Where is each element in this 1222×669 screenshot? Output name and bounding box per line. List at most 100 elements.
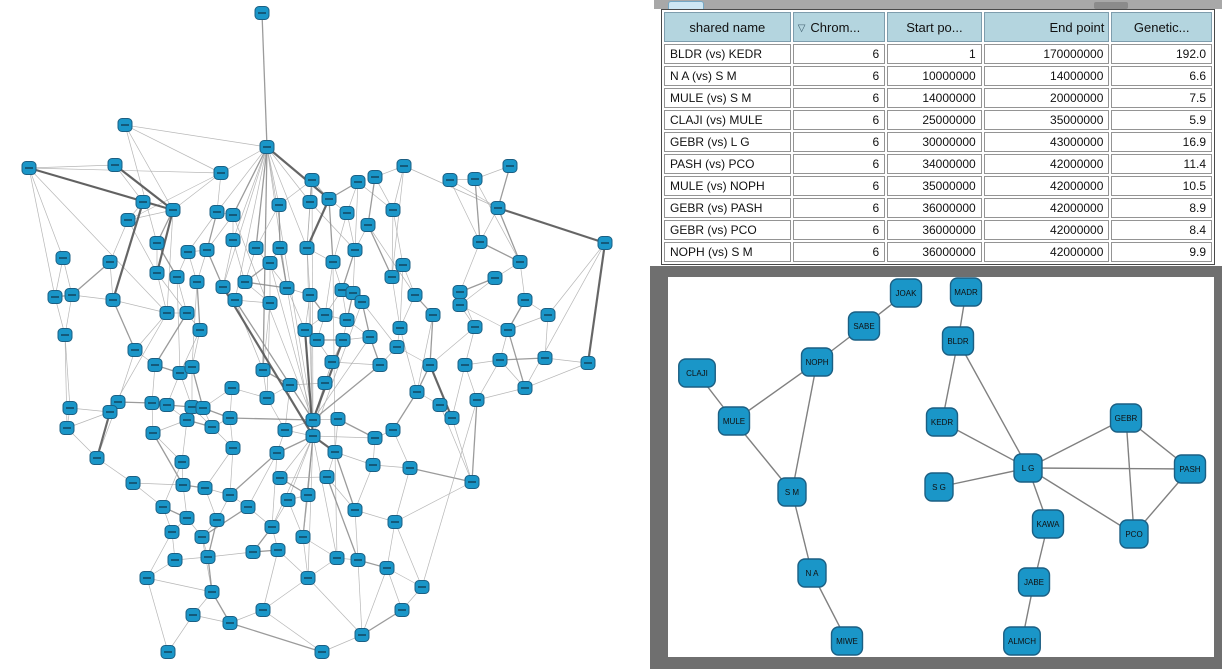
network-node-jabe[interactable]: JABE [1017,567,1051,597]
table-cell[interactable]: 42000000 [983,176,1110,196]
network-node-almch[interactable]: ALMCH [1003,626,1041,656]
table-cell[interactable]: 11.4 [1111,154,1212,174]
table-cell[interactable]: GEBR (vs) PASH [664,198,791,218]
network-node-joak[interactable]: JOAK [889,278,923,308]
table-cell[interactable]: CLAJI (vs) MULE [664,110,791,130]
table-cell[interactable]: 34000000 [887,154,982,174]
table-cell[interactable]: 6 [792,198,886,218]
node-shape[interactable] [777,477,807,507]
table-cell[interactable]: 6 [792,220,886,240]
node-shape[interactable] [925,407,959,437]
table-cell[interactable]: 7.5 [1111,88,1212,108]
overview-network-canvas[interactable] [0,0,652,669]
table-cell[interactable]: 42000000 [983,154,1110,174]
table-cell[interactable]: 42000000 [983,220,1110,240]
table-cell[interactable]: 42000000 [983,242,1110,262]
table-cell[interactable]: 170000000 [983,44,1110,64]
filter-icon[interactable]: ▽ [797,22,806,34]
network-node-madr[interactable]: MADR [949,277,983,307]
node-shape[interactable] [830,626,864,656]
table-cell[interactable]: 6 [792,88,886,108]
table-cell[interactable]: 30000000 [887,132,982,152]
table-row[interactable]: NOPH (vs) S M 6 36000000 42000000 9.9 [664,242,1212,262]
table-row[interactable]: GEBR (vs) L G 6 30000000 43000000 16.9 [664,132,1212,152]
table-cell[interactable]: 36000000 [887,198,982,218]
node-shape[interactable] [1119,519,1149,549]
network-node-pash[interactable]: PASH [1173,454,1207,484]
table-cell[interactable]: 35000000 [887,176,982,196]
node-shape[interactable] [717,406,751,436]
scrollbar-thumb[interactable] [1094,2,1128,9]
table-cell[interactable]: 6 [792,44,886,64]
network-node-noph[interactable]: NOPH [800,347,834,377]
node-shape[interactable] [847,311,881,341]
node-shape[interactable] [1109,403,1143,433]
node-shape[interactable] [1017,567,1051,597]
table-cell[interactable]: 43000000 [983,132,1110,152]
table-cell[interactable]: 42000000 [983,198,1110,218]
column-header-end-point[interactable]: End point [983,12,1110,42]
table-cell[interactable]: 5.9 [1111,110,1212,130]
column-header-chromosome[interactable]: ▽ Chrom... [792,12,886,42]
node-shape[interactable] [1173,454,1207,484]
table-cell[interactable]: 9.9 [1111,242,1212,262]
network-node-pco[interactable]: PCO [1119,519,1149,549]
column-header-shared-name[interactable]: shared name [664,12,791,42]
subnetwork-canvas[interactable]: JOAK MADR SABE BLDR NOPH CLAJI MULE KEDR GEBR L G… [668,277,1214,657]
table-cell[interactable]: 36000000 [887,220,982,240]
node-shape[interactable] [678,358,716,388]
column-header-start-point[interactable]: Start po... [887,12,982,42]
table-cell[interactable]: 14000000 [983,66,1110,86]
table-row[interactable]: GEBR (vs) PCO 6 36000000 42000000 8.4 [664,220,1212,240]
table-row[interactable]: MULE (vs) S M 6 14000000 20000000 7.5 [664,88,1212,108]
node-shape[interactable] [1013,453,1043,483]
table-cell[interactable]: 35000000 [983,110,1110,130]
node-shape[interactable] [1003,626,1041,656]
network-node-sabe[interactable]: SABE [847,311,881,341]
table-cell[interactable]: 6 [792,132,886,152]
table-cell[interactable]: GEBR (vs) PCO [664,220,791,240]
table-cell[interactable]: 25000000 [887,110,982,130]
table-cell[interactable]: 36000000 [887,242,982,262]
network-node-mule[interactable]: MULE [717,406,751,436]
table-cell[interactable]: PASH (vs) PCO [664,154,791,174]
network-node-miwe[interactable]: MIWE [830,626,864,656]
network-node-s-g[interactable]: S G [924,472,954,502]
node-shape[interactable] [924,472,954,502]
table-cell[interactable]: 6.6 [1111,66,1212,86]
node-shape[interactable] [889,278,923,308]
table-cell[interactable]: 20000000 [983,88,1110,108]
table-cell[interactable]: 192.0 [1111,44,1212,64]
table-cell[interactable]: 6 [792,154,886,174]
table-cell[interactable]: 1 [887,44,982,64]
table-cell[interactable]: 6 [792,110,886,130]
table-cell[interactable]: 10000000 [887,66,982,86]
table-cell[interactable]: BLDR (vs) KEDR [664,44,791,64]
table-cell[interactable]: NOPH (vs) S M [664,242,791,262]
table-cell[interactable]: 6 [792,66,886,86]
node-shape[interactable] [797,558,827,588]
table-cell[interactable]: 14000000 [887,88,982,108]
table-row[interactable]: MULE (vs) NOPH 6 35000000 42000000 10.5 [664,176,1212,196]
network-node-claji[interactable]: CLAJI [678,358,716,388]
table-cell[interactable]: 6 [792,176,886,196]
table-row[interactable]: PASH (vs) PCO 6 34000000 42000000 11.4 [664,154,1212,174]
table-cell[interactable]: 8.9 [1111,198,1212,218]
table-tab-fragment[interactable] [668,1,704,10]
node-shape[interactable] [941,326,975,356]
column-header-genetic[interactable]: Genetic... [1111,12,1212,42]
table-row[interactable]: CLAJI (vs) MULE 6 25000000 35000000 5.9 [664,110,1212,130]
table-cell[interactable]: N A (vs) S M [664,66,791,86]
node-shape[interactable] [1031,509,1065,539]
table-cell[interactable]: GEBR (vs) L G [664,132,791,152]
table-cell[interactable]: 6 [792,242,886,262]
table-row[interactable]: BLDR (vs) KEDR 6 1 170000000 192.0 [664,44,1212,64]
table-cell[interactable]: 8.4 [1111,220,1212,240]
network-node-s-m[interactable]: S M [777,477,807,507]
table-row[interactable]: N A (vs) S M 6 10000000 14000000 6.6 [664,66,1212,86]
table-cell[interactable]: 16.9 [1111,132,1212,152]
network-node-bldr[interactable]: BLDR [941,326,975,356]
table-row[interactable]: GEBR (vs) PASH 6 36000000 42000000 8.9 [664,198,1212,218]
network-node-gebr[interactable]: GEBR [1109,403,1143,433]
node-shape[interactable] [800,347,834,377]
